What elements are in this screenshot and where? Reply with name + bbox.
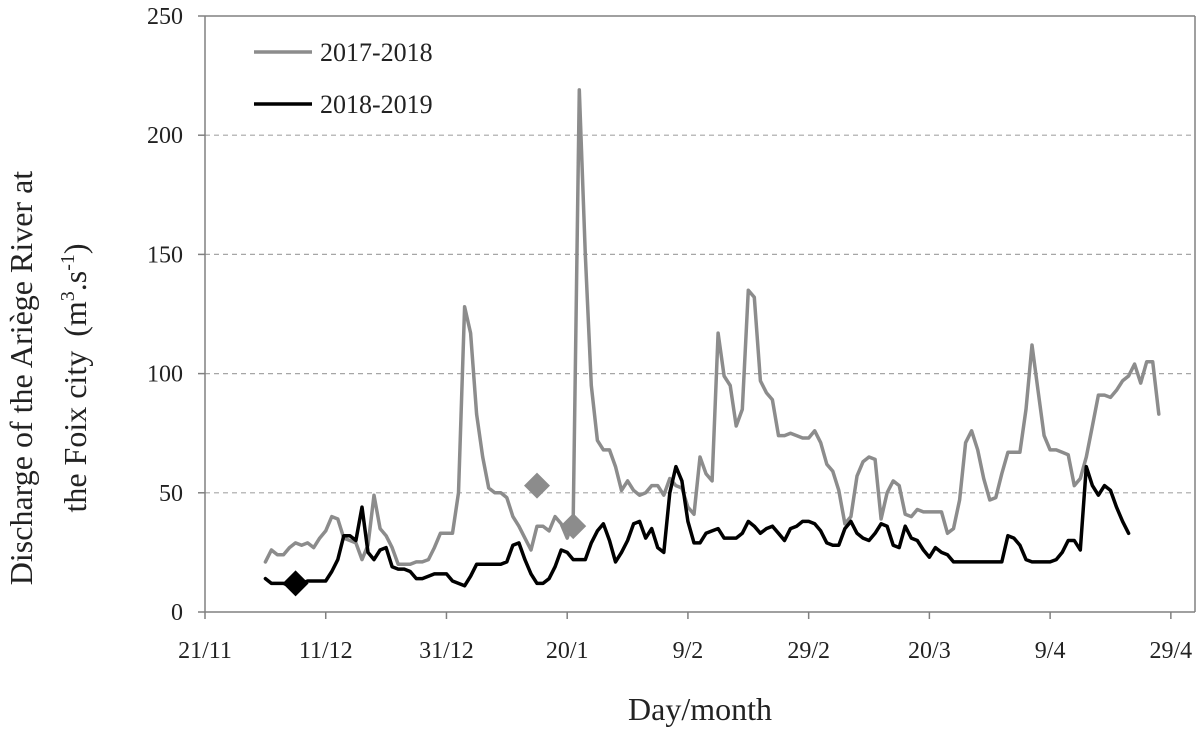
marker-diamond-2018-2019-0 (282, 570, 309, 597)
y-axis-ticks: 0 50 100 150 200 250 (147, 4, 205, 626)
series-line-2017-2018 (263, 88, 1161, 567)
series-layer (263, 88, 1161, 588)
marker-diamond-2017-2018-1 (560, 513, 587, 540)
y-tick-label-100: 100 (147, 362, 183, 388)
x-tick-label-0: 21/11 (178, 638, 232, 664)
y-tick-label-200: 200 (147, 123, 183, 149)
y-axis-title-line-1: Discharge of the Ariège River at (3, 171, 39, 585)
y-tick-label-50: 50 (159, 481, 183, 507)
y-axis-title: Discharge of the Ariège River at (3, 171, 39, 585)
marker-layer (282, 472, 587, 597)
plot-frame (204, 15, 1196, 613)
x-tick-label-3: 20/1 (546, 638, 589, 664)
y-axis-title-line-2: the Foix city (m3.s-1) (57, 243, 93, 512)
x-tick-label-1: 11/12 (299, 638, 353, 664)
y-axis-unit-sup-3: 3 (57, 291, 79, 301)
x-tick-label-7: 9/4 (1035, 638, 1066, 664)
y-tick-label-250: 250 (147, 4, 183, 30)
y-tick-label-150: 150 (147, 242, 183, 268)
x-axis-ticks: 21/11 11/12 31/12 20/1 9/2 29/2 20/3 9/4 29/4 (178, 612, 1192, 664)
legend-label-2018-2019: 2018-2019 (320, 90, 433, 119)
x-tick-label-5: 29/2 (787, 638, 830, 664)
y-axis-unit-mid: .s (57, 271, 93, 291)
x-tick-label-2: 31/12 (419, 638, 474, 664)
legend: 2017-2018 2018-2019 (254, 38, 433, 119)
y-axis-unit-sup-minus1: -1 (57, 254, 79, 271)
y-axis-title-line-2-group: the Foix city (m3.s-1) (57, 243, 93, 512)
y-tick-label-0: 0 (171, 600, 183, 626)
x-tick-label-8: 29/4 (1150, 638, 1193, 664)
x-tick-label-4: 9/2 (673, 638, 704, 664)
y-axis-title-place: the Foix city (57, 351, 93, 513)
x-tick-label-6: 20/3 (908, 638, 951, 664)
marker-diamond-2017-2018-0 (524, 472, 551, 499)
series-line-2018-2019 (263, 464, 1131, 588)
y-axis-unit-close: ) (57, 243, 93, 254)
legend-label-2017-2018: 2017-2018 (320, 38, 433, 67)
y-axis-unit-open: (m (57, 301, 93, 337)
x-axis-title: Day/month (628, 691, 772, 727)
gridlines (205, 134, 1195, 494)
